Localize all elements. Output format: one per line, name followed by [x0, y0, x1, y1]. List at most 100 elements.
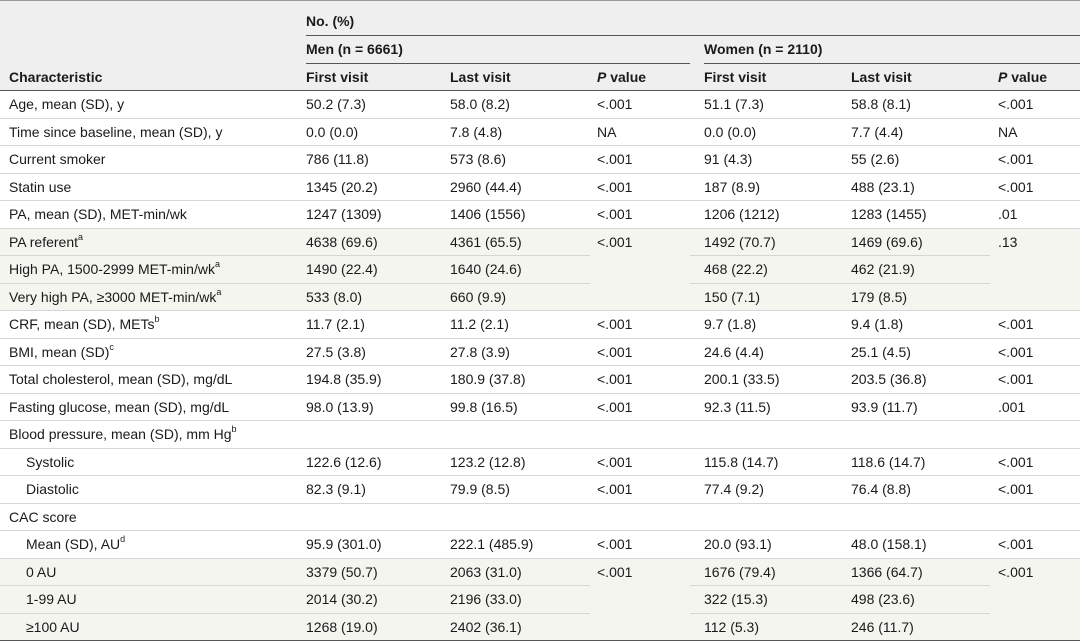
table-row: CRF, mean (SD), METsb 11.7 (2.1) 11.2 (2.1…	[0, 310, 1080, 338]
cell-mp: <.001	[597, 233, 633, 250]
grouped-cell-mask	[990, 255, 1080, 256]
cell-mp: <.001	[597, 371, 633, 387]
cell-w2: 118.6 (14.7)	[851, 453, 926, 470]
table-row: Fasting glucose, mean (SD), mg/dL 98.0 (1…	[0, 392, 1080, 421]
cell-mp: <.001	[597, 343, 633, 360]
row-label-text: Time since baseline, mean (SD), y	[9, 123, 223, 140]
cell-wp: <.001	[998, 343, 1034, 360]
cell-m1: 122.6 (12.6)	[306, 453, 382, 470]
row-label-text: CAC score	[9, 508, 77, 525]
cell-m1: 82.3 (9.1)	[306, 481, 366, 497]
header-men: Men (n = 6661)	[306, 41, 403, 57]
table-row: PA, mean (SD), MET-min/wk 1247 (1309) 1406…	[0, 200, 1080, 228]
cell-w2: 55 (2.6)	[851, 151, 900, 167]
row-label-text: PA referent	[9, 233, 79, 250]
header-p-italic: P	[998, 69, 1008, 85]
grouped-cell-mask	[590, 612, 690, 614]
cell-m1: 194.8 (35.9)	[306, 371, 382, 387]
table-row: Very high PA, ≥3000 MET-min/wka 533 (8.0)…	[0, 282, 1080, 312]
row-label: 1-99 AU	[26, 586, 77, 614]
cell-m1: 98.0 (13.9)	[306, 398, 374, 415]
row-label-text: Very high PA, ≥3000 MET-min/wk	[9, 288, 217, 305]
cell-w2: 179 (8.5)	[851, 288, 908, 305]
footnote-marker: c	[109, 341, 114, 352]
cell-w1: 92.3 (11.5)	[704, 398, 771, 415]
header-women-first-visit: First visit	[704, 69, 767, 85]
cell-w1: 91 (4.3)	[704, 151, 753, 167]
cell-m1: 786 (11.8)	[306, 151, 369, 167]
table-row: 1-99 AU 2014 (30.2) 2196 (33.0) 322 (15.3) 4…	[0, 585, 1080, 613]
cell-w2: 76.4 (8.8)	[851, 481, 911, 497]
cell-m2: 660 (9.9)	[450, 288, 507, 305]
cell-mp: <.001	[597, 96, 633, 112]
cell-w2: 488 (23.1)	[851, 178, 915, 195]
table-row: Age, mean (SD), y 50.2 (7.3) 58.0 (8.2) <.0…	[0, 90, 1080, 118]
header-characteristic: Characteristic	[9, 69, 103, 85]
header-men-first-visit: First visit	[306, 69, 369, 85]
cell-m2: 99.8 (16.5)	[450, 398, 518, 415]
row-label: Mean (SD), AUd	[26, 531, 125, 559]
table-row: Diastolic 82.3 (9.1) 79.9 (8.5) <.001 77.4 (…	[0, 475, 1080, 503]
cell-wp: <.001	[998, 178, 1034, 195]
row-label: CAC score	[9, 504, 77, 532]
row-label-text: ≥100 AU	[26, 618, 80, 635]
table-row: CAC score	[0, 502, 1080, 532]
footnote-marker: a	[216, 286, 222, 297]
header-p-italic: P	[597, 69, 607, 85]
row-label: Very high PA, ≥3000 MET-min/wka	[9, 284, 221, 312]
cell-w1: 9.7 (1.8)	[704, 316, 757, 332]
cell-m2: 11.2 (2.1)	[450, 316, 509, 332]
cell-m1: 4638 (69.6)	[306, 233, 378, 250]
row-label: PA, mean (SD), MET-min/wk	[9, 201, 187, 229]
cell-w1: 468 (22.2)	[704, 261, 768, 277]
table-row: 0 AU 3379 (50.7) 2063 (31.0) <.001 1676 (79.…	[0, 557, 1080, 585]
header-women-last-visit: Last visit	[851, 69, 912, 85]
row-label-text: PA, mean (SD), MET-min/wk	[9, 206, 187, 222]
cell-m1: 1490 (22.4)	[306, 261, 378, 277]
cell-mp: <.001	[597, 178, 633, 195]
cell-m2: 2063 (31.0)	[450, 563, 522, 580]
row-label-text: High PA, 1500-2999 MET-min/wk	[9, 261, 215, 277]
cell-mp: <.001	[597, 563, 633, 580]
cell-wp: <.001	[998, 371, 1034, 387]
grouped-cell-mask	[990, 585, 1080, 586]
footnote-marker: a	[78, 231, 84, 242]
cell-w2: 462 (21.9)	[851, 261, 915, 277]
row-label-text: Fasting glucose, mean (SD), mg/dL	[9, 398, 230, 415]
row-label: Age, mean (SD), y	[9, 91, 124, 119]
cell-w1: 20.0 (93.1)	[704, 536, 772, 552]
cell-wp: .001	[998, 398, 1026, 415]
cell-m2: 573 (8.6)	[450, 151, 507, 167]
row-label-text: BMI, mean (SD)	[9, 343, 110, 360]
header-value-text: value	[606, 69, 647, 85]
cell-m1: 1345 (20.2)	[306, 178, 378, 195]
header-rule	[306, 35, 1080, 36]
row-label: Statin use	[9, 174, 71, 202]
cell-m1: 2014 (30.2)	[306, 591, 378, 607]
cell-w2: 1469 (69.6)	[851, 233, 923, 250]
cell-m2: 2196 (33.0)	[450, 591, 522, 607]
row-label: Blood pressure, mean (SD), mm Hgb	[9, 421, 237, 449]
cell-m2: 2402 (36.1)	[450, 618, 522, 635]
cell-mp: NA	[597, 123, 617, 140]
cell-m2: 4361 (65.5)	[450, 233, 522, 250]
table-row: PA referenta 4638 (69.6) 4361 (65.5) <.001 1…	[0, 227, 1080, 255]
cell-w2: 7.7 (4.4)	[851, 123, 904, 140]
cell-m1: 3379 (50.7)	[306, 563, 378, 580]
row-label-text: Mean (SD), AU	[26, 536, 121, 552]
row-label: CRF, mean (SD), METsb	[9, 311, 159, 339]
cell-mp: <.001	[597, 206, 633, 222]
table-row: BMI, mean (SD)c 27.5 (3.8) 27.8 (3.9) <.001…	[0, 337, 1080, 366]
cell-mp: <.001	[597, 151, 633, 167]
cell-wp: .01	[998, 206, 1018, 222]
cell-w1: 24.6 (4.4)	[704, 343, 764, 360]
row-label-text: Total cholesterol, mean (SD), mg/dL	[9, 371, 233, 387]
cell-w2: 9.4 (1.8)	[851, 316, 904, 332]
cell-m2: 58.0 (8.2)	[450, 96, 510, 112]
row-label: Total cholesterol, mean (SD), mg/dL	[9, 366, 232, 394]
cell-wp: <.001	[998, 96, 1034, 112]
cell-w1: 1676 (79.4)	[704, 563, 776, 580]
cell-m2: 222.1 (485.9)	[450, 536, 534, 552]
row-label: Time since baseline, mean (SD), y	[9, 119, 222, 147]
